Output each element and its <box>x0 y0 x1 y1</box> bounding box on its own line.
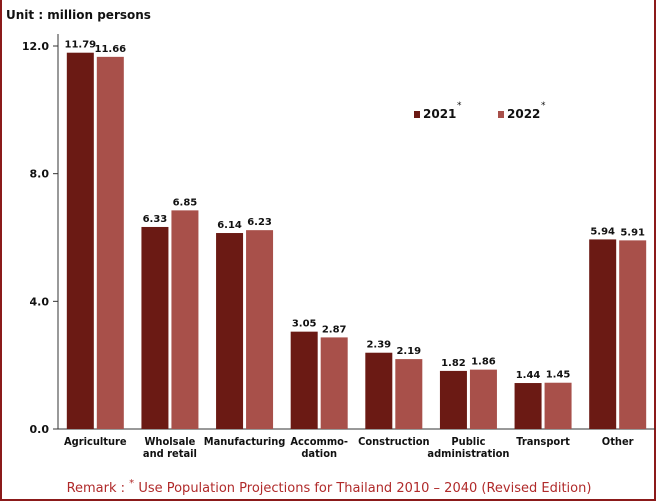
legend-swatch-2022 <box>498 111 504 118</box>
bar-2022 <box>96 56 124 430</box>
bar-2022 <box>320 337 348 429</box>
data-label: 1.82 <box>441 358 466 369</box>
legend-marker-2021: * <box>457 101 462 111</box>
unit-label: Unit : million persons <box>6 8 151 22</box>
data-label: 1.86 <box>471 357 496 368</box>
category-label: Public <box>451 435 485 448</box>
bar-2022 <box>544 382 572 429</box>
category-label: Agriculture <box>64 435 127 448</box>
y-tick-label: 8.0 <box>30 168 50 181</box>
category-label: Accommo- <box>290 435 348 448</box>
category-label: and retail <box>143 447 197 460</box>
remark: Remark : * Use Population Projections fo… <box>0 478 658 496</box>
remark-text: Use Population Projections for Thailand … <box>138 481 592 496</box>
y-tick-label: 0.0 <box>30 423 50 436</box>
data-label: 5.94 <box>590 226 615 237</box>
data-label: 2.39 <box>366 340 391 351</box>
bar-2022 <box>395 359 423 429</box>
data-label: 1.44 <box>516 370 541 381</box>
data-label: 6.33 <box>143 214 168 225</box>
bar-2021 <box>290 331 318 429</box>
data-label: 3.05 <box>292 319 317 330</box>
bar-2022 <box>246 230 274 429</box>
bar-2021 <box>589 239 617 429</box>
bar-2021 <box>439 370 467 429</box>
bar-2022 <box>171 210 199 429</box>
legend-swatch-2021 <box>414 111 420 118</box>
bar-2021 <box>514 383 542 429</box>
data-label: 11.66 <box>94 44 126 55</box>
data-label: 2.87 <box>322 324 347 335</box>
bar-2022 <box>619 240 647 429</box>
bar-2021 <box>141 226 169 429</box>
data-label: 2.19 <box>396 346 421 357</box>
data-label: 6.85 <box>173 197 198 208</box>
remark-prefix: Remark : <box>66 481 126 496</box>
category-label: Transport <box>516 435 570 448</box>
category-label: Other <box>602 435 634 448</box>
category-label: Manufacturing <box>204 435 286 448</box>
data-label: 11.79 <box>64 40 96 51</box>
y-tick-label: 12.0 <box>22 40 49 53</box>
category-label: administration <box>427 447 509 460</box>
bar-2021 <box>66 52 94 429</box>
category-label: Wholsale <box>145 435 196 448</box>
bar-2022 <box>469 369 497 429</box>
category-label: dation <box>301 447 337 460</box>
category-label: Construction <box>358 435 430 448</box>
data-label: 6.23 <box>247 217 272 228</box>
legend-label-2021: 2021 <box>423 107 456 121</box>
data-label: 6.14 <box>217 220 242 231</box>
data-label: 1.45 <box>546 370 571 381</box>
legend-marker-2022: * <box>541 101 546 111</box>
remark-marker: * <box>129 478 135 489</box>
bar-2021 <box>216 233 244 429</box>
bar-2021 <box>365 352 393 429</box>
legend-label-2022: 2022 <box>507 107 540 121</box>
y-tick-label: 4.0 <box>30 295 50 308</box>
data-label: 5.91 <box>620 227 645 238</box>
